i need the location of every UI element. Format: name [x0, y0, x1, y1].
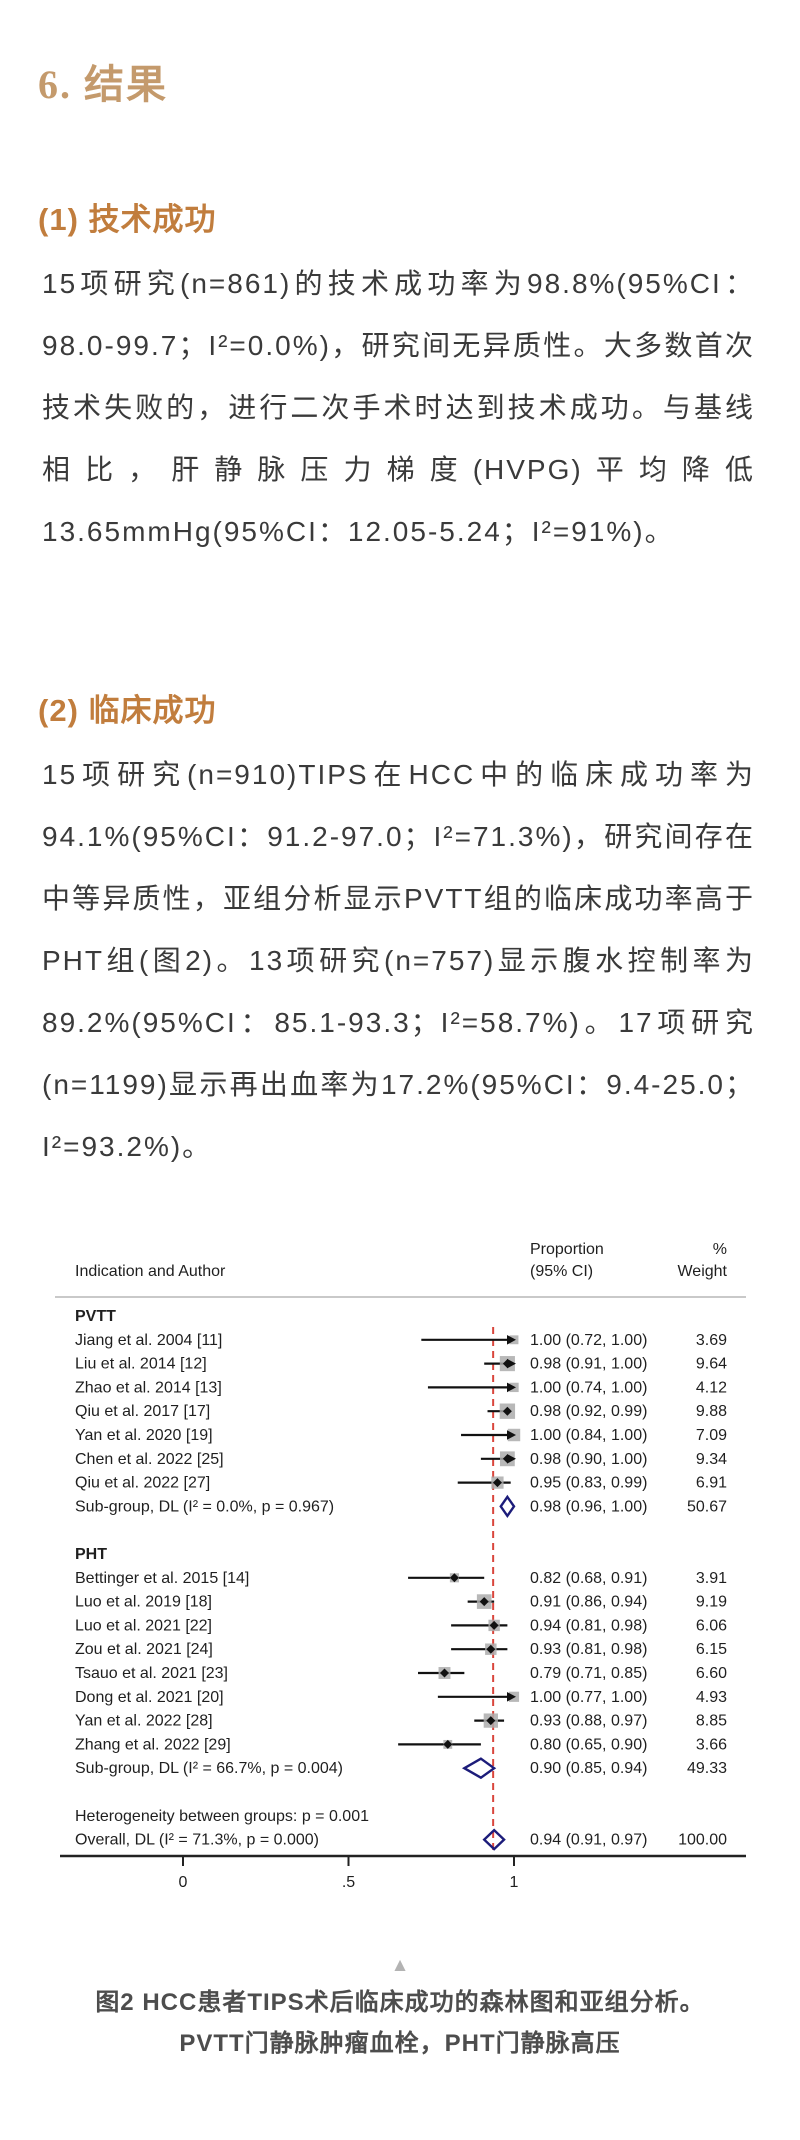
- overall-proportion: 0.94 (0.91, 0.97): [530, 1832, 647, 1849]
- study-weight: 6.06: [696, 1617, 727, 1634]
- point-estimate-marker: [502, 1454, 512, 1464]
- study-proportion: 0.94 (0.81, 0.98): [530, 1617, 647, 1634]
- study-label: Qiu et al. 2022 [27]: [75, 1475, 210, 1492]
- study-proportion: 0.82 (0.68, 0.91): [530, 1570, 647, 1587]
- study-weight: 4.12: [696, 1379, 727, 1396]
- study-proportion: 1.00 (0.77, 1.00): [530, 1689, 647, 1706]
- section-body-clinical-success: 15项研究(n=910)TIPS在HCC中的临床成功率为94.1%(95%CI：…: [42, 759, 755, 1162]
- study-proportion: 0.93 (0.81, 0.98): [530, 1641, 647, 1658]
- x-axis-tick-label: 0: [179, 1874, 188, 1891]
- figure-caption-line2: PVTT门静脉肿瘤血栓，PHT门静脉高压: [179, 2030, 621, 2057]
- study-proportion: 1.00 (0.72, 1.00): [530, 1332, 647, 1349]
- study-label: Dong et al. 2021 [20]: [75, 1689, 224, 1706]
- page-title: 6. 结果: [38, 62, 168, 107]
- study-label: Zou et al. 2021 [24]: [75, 1641, 213, 1658]
- group-label: PHT: [75, 1546, 107, 1563]
- point-estimate-marker: [489, 1620, 499, 1630]
- x-axis-tick-label: 1: [510, 1874, 519, 1891]
- arrow-marker: [507, 1692, 516, 1702]
- study-weight: 4.93: [696, 1689, 727, 1706]
- study-weight: 3.66: [696, 1736, 727, 1753]
- study-proportion: 0.98 (0.91, 1.00): [530, 1356, 647, 1373]
- study-proportion: 0.80 (0.65, 0.90): [530, 1736, 647, 1753]
- heterogeneity-note: Heterogeneity between groups: p = 0.001: [75, 1808, 369, 1825]
- study-proportion: 0.98 (0.92, 0.99): [530, 1403, 647, 1420]
- study-weight: 7.09: [696, 1427, 727, 1444]
- study-label: Zhao et al. 2014 [13]: [75, 1379, 222, 1396]
- study-weight: 9.19: [696, 1594, 727, 1611]
- point-estimate-marker: [502, 1406, 512, 1416]
- arrow-marker: [507, 1382, 516, 1393]
- study-proportion: 0.95 (0.83, 0.99): [530, 1475, 647, 1492]
- point-estimate-marker: [479, 1597, 489, 1607]
- section-body-technical-success: 15项研究(n=861)的技术成功率为98.8%(95%CI：98.0-99.7…: [42, 268, 755, 547]
- forest-plot-figure: Proportion (95% CI)% Weight Indication and …: [0, 1224, 800, 1904]
- study-label: Jiang et al. 2004 [11]: [75, 1332, 222, 1349]
- point-estimate-marker: [449, 1573, 459, 1583]
- overall-label: Overall, DL (I² = 71.3%, p = 0.000): [75, 1832, 319, 1849]
- point-estimate-marker: [486, 1644, 496, 1654]
- study-proportion: 0.91 (0.86, 0.94): [530, 1594, 647, 1611]
- figure-collapse-row: ▲: [0, 1956, 800, 1976]
- col-header-proportion: Proportion: [530, 1241, 604, 1258]
- study-label: Yan et al. 2020 [19]: [75, 1427, 213, 1444]
- subgroup-weight: 49.33: [687, 1760, 727, 1777]
- study-weight: 9.88: [696, 1403, 727, 1420]
- study-label: Luo et al. 2021 [22]: [75, 1617, 212, 1634]
- group-label: PVTT: [75, 1308, 116, 1325]
- study-label: Qiu et al. 2017 [17]: [75, 1403, 210, 1420]
- study-proportion: 1.00 (0.74, 1.00): [530, 1379, 647, 1396]
- study-weight: 6.15: [696, 1641, 727, 1658]
- study-label: Tsauo et al. 2021 [23]: [75, 1665, 228, 1682]
- section-heading-clinical-success: (2) 临床成功: [38, 693, 217, 728]
- subgroup-diamond: [461, 1757, 497, 1780]
- point-estimate-marker: [502, 1359, 512, 1369]
- overall-weight: 100.00: [678, 1832, 727, 1849]
- subgroup-diamond: [499, 1494, 516, 1518]
- figure-caption-line1: 图2 HCC患者TIPS术后临床成功的森林图和亚组分析。: [95, 1989, 705, 2016]
- subgroup-label: Sub-group, DL (I² = 0.0%, p = 0.967): [75, 1498, 334, 1515]
- study-weight: 3.69: [696, 1332, 727, 1349]
- point-estimate-marker: [439, 1668, 449, 1678]
- collapse-figure-icon[interactable]: ▲: [390, 1955, 410, 1976]
- figure-caption: 图2 HCC患者TIPS术后临床成功的森林图和亚组分析。 PVTT门静脉肿瘤血栓…: [30, 1982, 770, 2064]
- study-label: Zhang et al. 2022 [29]: [75, 1736, 231, 1753]
- subgroup-label: Sub-group, DL (I² = 66.7%, p = 0.004): [75, 1760, 343, 1777]
- arrow-marker: [507, 1335, 516, 1345]
- subgroup-proportion: 0.90 (0.85, 0.94): [530, 1760, 647, 1777]
- study-label: Chen et al. 2022 [25]: [75, 1451, 224, 1468]
- x-axis-tick-label: .5: [342, 1874, 355, 1891]
- arrow-marker: [507, 1430, 516, 1440]
- col-header-percent: %: [713, 1241, 727, 1258]
- study-proportion: 0.98 (0.90, 1.00): [530, 1451, 647, 1468]
- study-label: Bettinger et al. 2015 [14]: [75, 1570, 249, 1587]
- col-header-weight: Weight: [677, 1263, 727, 1280]
- col-header-indication-author: Indication and Author: [75, 1263, 226, 1280]
- section-heading-technical-success: (1) 技术成功: [38, 202, 217, 237]
- study-weight: 9.64: [696, 1356, 727, 1373]
- study-proportion: 1.00 (0.84, 1.00): [530, 1427, 647, 1444]
- study-weight: 6.91: [696, 1475, 727, 1492]
- point-estimate-marker: [486, 1716, 496, 1726]
- study-weight: 6.60: [696, 1665, 727, 1682]
- subgroup-weight: 50.67: [687, 1498, 727, 1515]
- subgroup-proportion: 0.98 (0.96, 1.00): [530, 1498, 647, 1515]
- forest-plot-svg: Proportion (95% CI)% Weight Indication and …: [55, 1241, 746, 1891]
- col-header-ci: (95% CI): [530, 1263, 593, 1280]
- study-proportion: 0.79 (0.71, 0.85): [530, 1665, 647, 1682]
- study-label: Liu et al. 2014 [12]: [75, 1356, 207, 1373]
- study-label: Yan et al. 2022 [28]: [75, 1713, 213, 1730]
- point-estimate-marker: [492, 1478, 502, 1488]
- study-weight: 3.91: [696, 1570, 727, 1587]
- study-proportion: 0.93 (0.88, 0.97): [530, 1713, 647, 1730]
- study-label: Luo et al. 2019 [18]: [75, 1594, 212, 1611]
- overall-diamond: [482, 1828, 506, 1851]
- study-weight: 9.34: [696, 1451, 727, 1468]
- study-weight: 8.85: [696, 1713, 727, 1730]
- point-estimate-marker: [443, 1739, 453, 1749]
